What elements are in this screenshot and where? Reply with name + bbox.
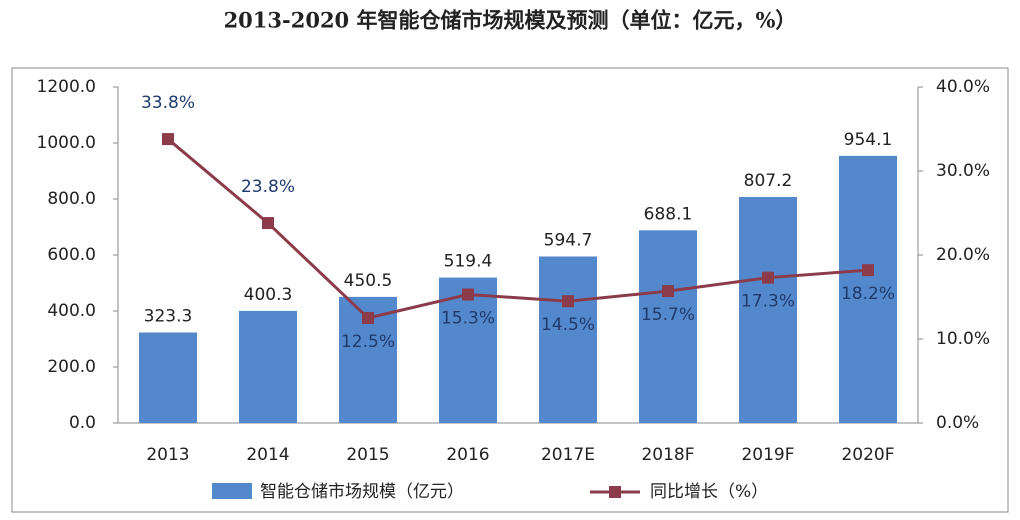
y2-tick-label: 30.0% xyxy=(936,161,990,181)
legend-label: 同比增长（%） xyxy=(650,482,768,502)
line-value-label: 17.3% xyxy=(741,292,795,312)
y-tick-label: 800.0 xyxy=(47,189,96,209)
line-value-label: 14.5% xyxy=(541,315,595,335)
x-tick-label: 2013 xyxy=(146,445,189,465)
line-marker xyxy=(362,312,374,324)
x-tick-label: 2019F xyxy=(741,445,794,465)
line-value-label: 12.5% xyxy=(341,332,395,352)
bar xyxy=(439,277,497,423)
y2-tick-label: 20.0% xyxy=(936,245,990,265)
legend-label: 智能仓储市场规模（亿元） xyxy=(260,482,464,502)
bar-value-label: 807.2 xyxy=(744,171,793,191)
bar xyxy=(539,256,597,423)
line-marker xyxy=(662,285,674,298)
y2-tick-label: 10.0% xyxy=(936,329,990,349)
bar xyxy=(739,196,797,423)
line-marker xyxy=(262,217,274,230)
bar xyxy=(239,310,297,423)
x-tick-label: 2018F xyxy=(641,445,694,465)
line-value-label: 18.2% xyxy=(841,284,895,304)
chart-frame xyxy=(11,67,1009,513)
line-value-label: 33.8% xyxy=(141,93,195,113)
line-marker xyxy=(862,264,874,277)
bar-value-label: 954.1 xyxy=(844,130,893,150)
legend-marker xyxy=(609,486,621,498)
bar xyxy=(839,155,897,424)
bar-value-label: 688.1 xyxy=(644,204,693,224)
y-tick-label: 600.0 xyxy=(47,245,96,265)
bar xyxy=(639,230,697,423)
y-tick-label: 400.0 xyxy=(47,301,96,321)
line-marker xyxy=(462,288,474,301)
x-tick-label: 2017E xyxy=(541,445,595,465)
chart-title: 2013-2020 年智能仓储市场规模及预测（单位：亿元，%） xyxy=(224,8,797,33)
line-value-label: 23.8% xyxy=(241,177,295,197)
y2-tick-label: 40.0% xyxy=(936,77,990,97)
x-tick-label: 2015 xyxy=(346,445,389,465)
y2-tick-label: 0.0% xyxy=(936,413,979,433)
y-tick-label: 1000.0 xyxy=(37,133,96,153)
line-marker xyxy=(562,295,574,308)
bar-value-label: 400.3 xyxy=(244,285,293,305)
bar-value-label: 519.4 xyxy=(444,252,493,272)
bar-value-label: 450.5 xyxy=(344,271,393,291)
legend-swatch xyxy=(212,483,252,499)
line xyxy=(167,137,869,320)
y-tick-label: 0.0 xyxy=(69,413,96,433)
y-tick-label: 1200.0 xyxy=(37,77,96,97)
line-marker xyxy=(162,133,174,146)
bar xyxy=(139,332,197,423)
bar-value-label: 323.3 xyxy=(144,306,193,326)
x-tick-label: 2014 xyxy=(246,445,289,465)
line-value-label: 15.7% xyxy=(641,305,695,325)
x-tick-label: 2016 xyxy=(446,445,489,465)
bar-value-label: 594.7 xyxy=(544,230,593,250)
x-tick-label: 2020F xyxy=(841,445,894,465)
y-tick-label: 200.0 xyxy=(47,357,96,377)
line-marker xyxy=(762,271,774,284)
line-value-label: 15.3% xyxy=(441,308,495,328)
